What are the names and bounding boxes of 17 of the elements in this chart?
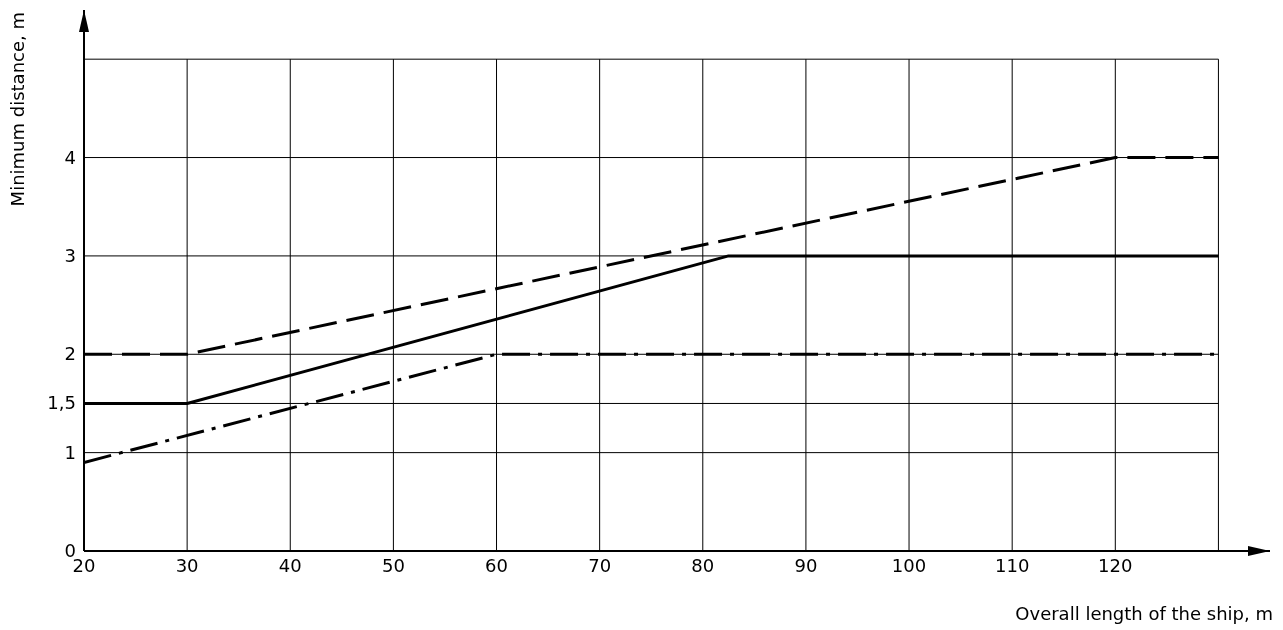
x-tick-label: 70 (588, 554, 612, 576)
x-tick-label: 50 (381, 554, 405, 576)
x-tick-label: 80 (691, 554, 715, 576)
y-tick-label: 3 (64, 244, 76, 266)
x-tick-label: 100 (891, 554, 927, 576)
x-axis-title: Overall length of the ship, m (1015, 603, 1273, 624)
x-tick-label: 90 (794, 554, 818, 576)
x-tick-label: 110 (994, 554, 1030, 576)
y-tick-label: 1,5 (47, 392, 76, 414)
y-tick-label: 2 (64, 343, 76, 365)
y-tick-label: 1 (64, 441, 76, 463)
x-tick-label: 40 (278, 554, 302, 576)
x-tick-label: 120 (1098, 554, 1133, 576)
x-tick-label: 30 (175, 554, 199, 576)
y-axis-title: Minimum distance, m (7, 12, 28, 207)
y-tick-label: 4 (64, 146, 76, 168)
x-tick-label: 60 (485, 554, 508, 576)
